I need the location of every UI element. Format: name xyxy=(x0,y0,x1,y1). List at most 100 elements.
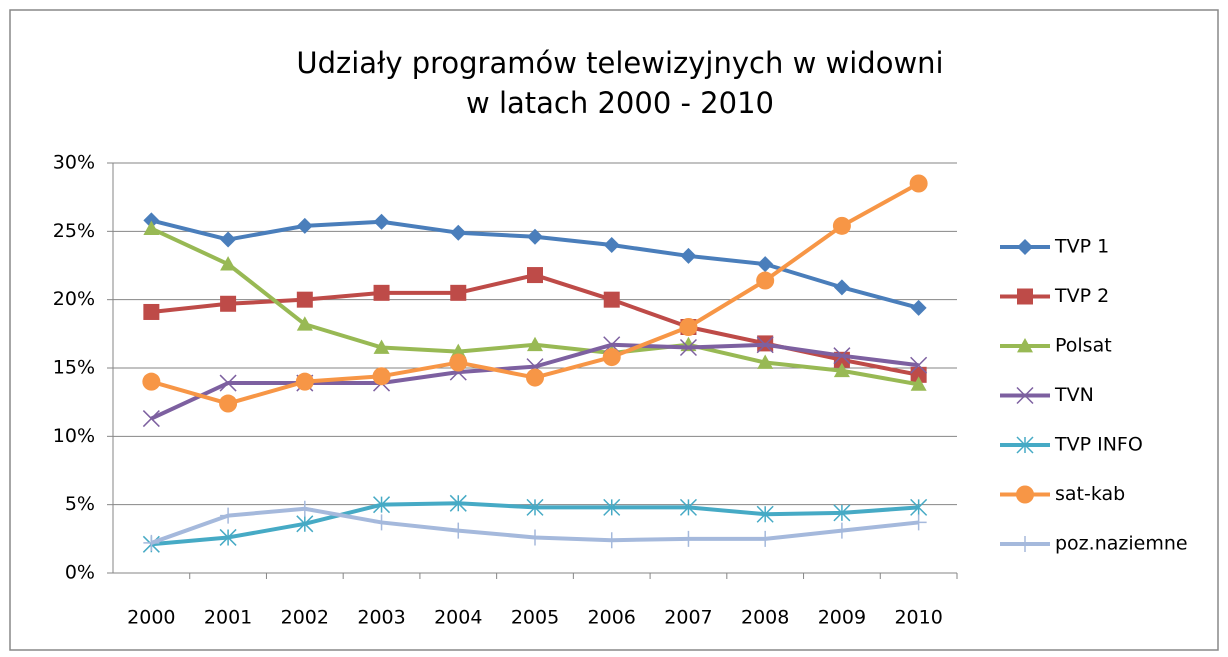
data-point xyxy=(373,514,390,531)
data-point xyxy=(373,339,390,354)
data-point xyxy=(296,515,314,533)
x-tick-label: 2009 xyxy=(818,607,866,629)
data-point xyxy=(603,291,620,308)
legend-label: sat-kab xyxy=(1055,483,1125,505)
data-point xyxy=(757,256,774,273)
chart-title: Udziały programów telewizyjnych w widown… xyxy=(296,46,943,80)
data-point xyxy=(143,534,160,551)
legend-marker xyxy=(1016,436,1034,454)
data-point xyxy=(910,498,928,516)
data-point xyxy=(142,372,161,391)
data-point xyxy=(679,498,697,516)
data-point xyxy=(680,247,697,264)
legend-marker xyxy=(1017,239,1033,255)
data-point xyxy=(296,316,313,331)
x-tick-label: 2007 xyxy=(664,607,712,629)
x-tick-label: 2006 xyxy=(588,607,636,629)
legend-marker xyxy=(1017,338,1033,353)
data-point xyxy=(603,532,620,549)
x-tick-label: 2004 xyxy=(434,607,482,629)
data-point xyxy=(833,362,850,378)
data-point xyxy=(679,318,698,336)
legend-label: TVP INFO xyxy=(1054,434,1143,456)
data-point xyxy=(833,347,851,365)
y-tick-label: 10% xyxy=(53,425,95,447)
data-point xyxy=(450,224,467,241)
x-tick-label: 2008 xyxy=(741,607,789,629)
data-point xyxy=(373,213,390,230)
data-point xyxy=(909,174,928,193)
data-point xyxy=(220,507,237,524)
data-point xyxy=(527,336,543,352)
data-point xyxy=(602,348,621,367)
data-point xyxy=(296,291,313,308)
data-point xyxy=(449,494,467,512)
data-point xyxy=(450,284,467,301)
legend-marker xyxy=(1016,485,1034,504)
data-point xyxy=(832,216,851,235)
data-point xyxy=(143,212,160,229)
legend-label: Polsat xyxy=(1055,335,1112,357)
chart-title: w latach 2000 - 2010 xyxy=(466,86,774,120)
data-point xyxy=(219,528,237,546)
data-point xyxy=(910,299,927,316)
y-tick-label: 20% xyxy=(53,288,95,310)
data-point xyxy=(142,410,160,428)
data-point xyxy=(526,498,544,516)
data-point xyxy=(833,279,850,296)
data-point xyxy=(219,394,238,413)
legend-marker xyxy=(1017,536,1033,552)
data-point xyxy=(220,295,237,312)
data-point xyxy=(527,267,543,284)
data-point xyxy=(526,368,544,387)
data-point xyxy=(757,354,774,369)
legend-marker xyxy=(1016,386,1034,405)
data-point xyxy=(910,376,927,391)
x-tick-label: 2002 xyxy=(281,607,329,629)
y-tick-label: 0% xyxy=(65,562,95,584)
y-tick-label: 25% xyxy=(53,220,95,242)
data-point xyxy=(910,366,927,383)
data-point xyxy=(527,228,543,245)
data-point xyxy=(679,338,697,357)
x-tick-label: 2000 xyxy=(127,607,175,629)
data-point xyxy=(910,356,928,374)
data-point xyxy=(295,372,314,391)
data-point xyxy=(450,522,467,539)
x-tick-label: 2010 xyxy=(894,607,942,629)
data-point xyxy=(603,237,620,253)
data-point xyxy=(373,284,390,301)
data-point xyxy=(910,514,927,531)
data-point xyxy=(449,353,468,372)
data-point xyxy=(296,217,313,234)
data-point xyxy=(373,496,391,514)
y-tick-label: 5% xyxy=(65,493,95,515)
legend-label: poz.naziemne xyxy=(1055,533,1188,555)
data-point xyxy=(527,529,543,546)
data-point xyxy=(143,220,160,235)
y-tick-label: 15% xyxy=(53,357,95,379)
data-point xyxy=(143,303,160,320)
data-point xyxy=(756,336,774,354)
data-point xyxy=(603,498,621,516)
legend-label: TVP 1 xyxy=(1054,236,1109,258)
data-point xyxy=(296,500,313,517)
data-point xyxy=(680,530,697,547)
data-point xyxy=(219,374,237,392)
data-point xyxy=(450,343,467,358)
x-tick-label: 2005 xyxy=(511,607,559,629)
data-point xyxy=(756,271,775,290)
data-point xyxy=(833,522,850,539)
legend-label: TVP 2 xyxy=(1054,285,1109,307)
data-point xyxy=(756,505,774,523)
data-point xyxy=(372,367,391,386)
x-tick-label: 2003 xyxy=(357,607,405,629)
legend-marker xyxy=(1017,288,1033,305)
legend-label: TVN xyxy=(1054,384,1094,406)
data-point xyxy=(220,231,237,248)
y-tick-label: 30% xyxy=(53,152,95,174)
data-point xyxy=(833,504,851,522)
x-tick-label: 2001 xyxy=(204,607,252,629)
data-point xyxy=(220,256,237,271)
